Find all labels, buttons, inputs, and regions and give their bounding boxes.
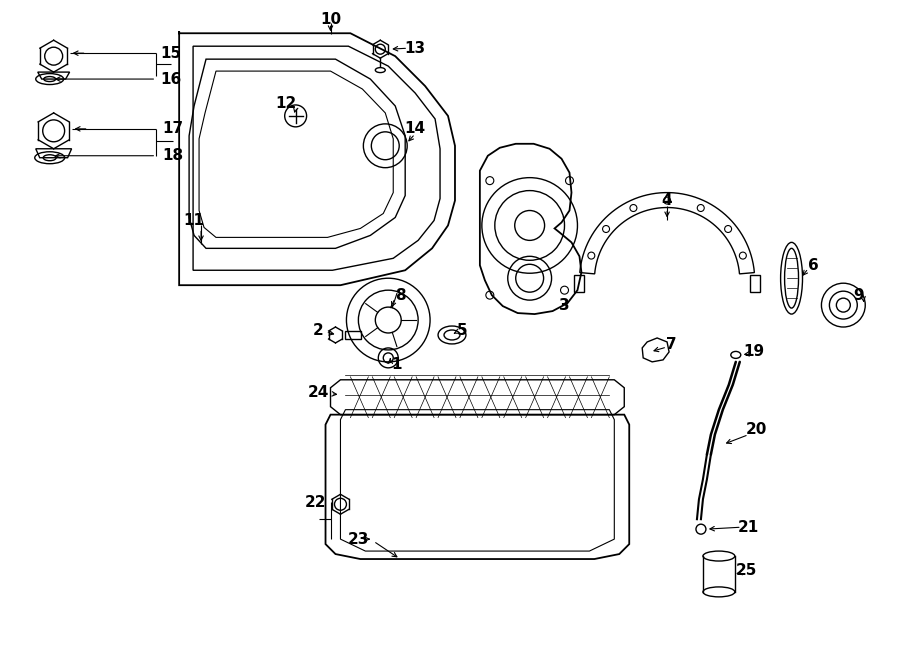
Text: 2: 2: [313, 323, 324, 338]
Text: 8: 8: [395, 288, 406, 303]
Text: 10: 10: [320, 12, 341, 27]
Text: 17: 17: [163, 122, 184, 136]
Text: 14: 14: [405, 122, 426, 136]
Text: 16: 16: [160, 71, 182, 87]
Text: 12: 12: [275, 97, 296, 112]
Text: 25: 25: [736, 563, 758, 578]
Text: 21: 21: [738, 520, 760, 535]
Text: 9: 9: [853, 288, 864, 303]
Text: 4: 4: [662, 193, 672, 208]
Text: 11: 11: [184, 213, 204, 228]
Text: 3: 3: [559, 297, 570, 313]
Text: 20: 20: [746, 422, 768, 437]
Text: 19: 19: [743, 344, 764, 360]
Text: 18: 18: [163, 148, 184, 163]
Text: 15: 15: [160, 46, 182, 61]
Text: 1: 1: [391, 358, 401, 372]
Text: 23: 23: [347, 531, 369, 547]
Text: 13: 13: [405, 41, 426, 56]
Text: 5: 5: [456, 323, 467, 338]
Text: 6: 6: [808, 258, 819, 273]
Text: 22: 22: [305, 495, 327, 510]
Text: 7: 7: [666, 337, 677, 352]
Text: 24: 24: [308, 385, 329, 401]
